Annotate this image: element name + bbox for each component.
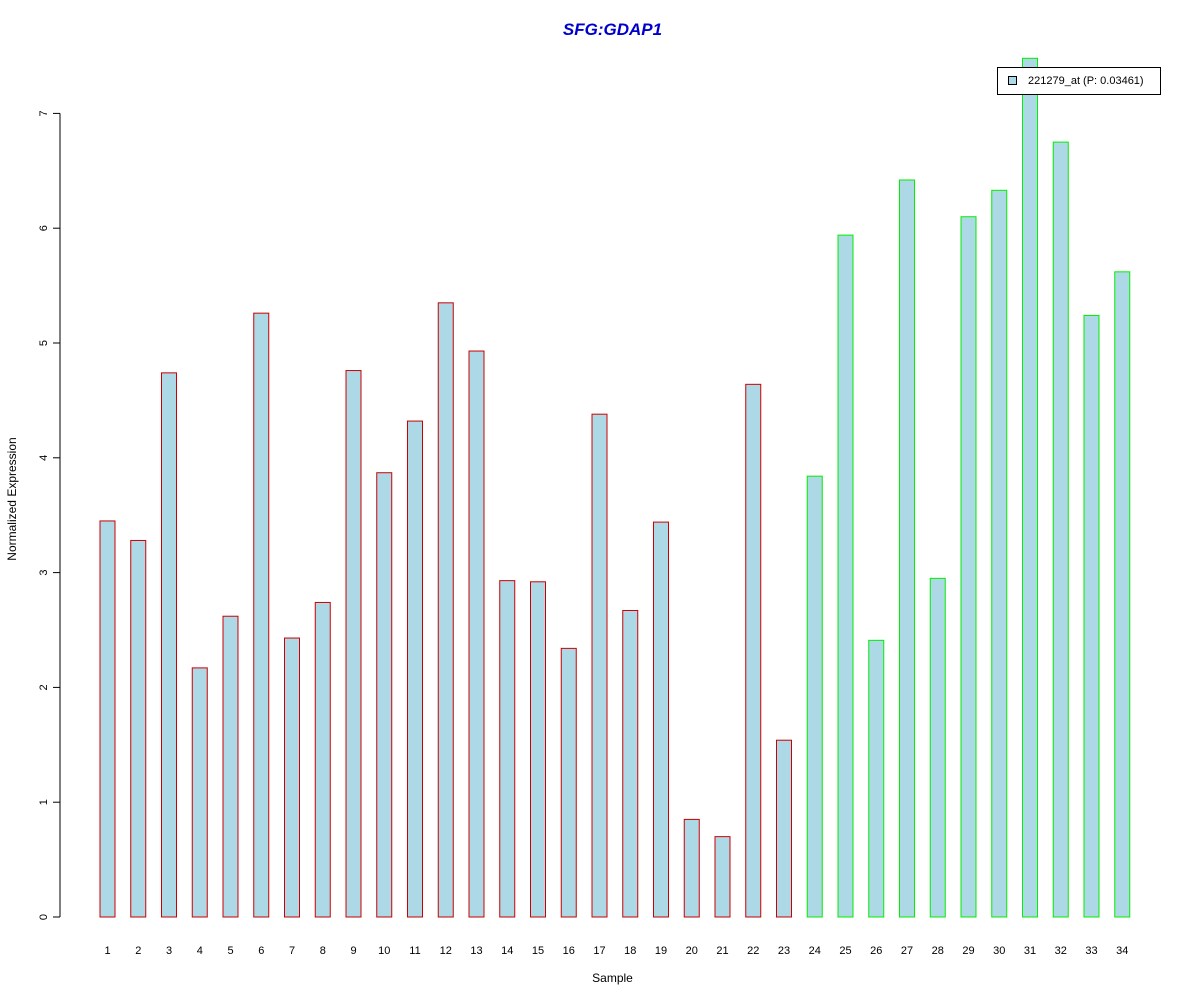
bar — [837, 234, 854, 918]
x-tick-label: 18 — [624, 945, 636, 957]
x-tick-label: 28 — [932, 945, 944, 957]
y-tick-label: 7 — [38, 110, 50, 116]
bar — [899, 179, 915, 918]
bar — [253, 312, 270, 918]
x-tick-label: 26 — [870, 945, 882, 957]
legend-swatch — [1008, 76, 1017, 85]
bar — [1052, 141, 1069, 918]
bar — [407, 420, 423, 918]
x-tick-label: 8 — [320, 945, 326, 957]
bar — [622, 609, 639, 918]
x-tick-label: 21 — [716, 945, 728, 957]
bar — [560, 647, 577, 918]
chart-title: SFG:GDAP1 — [562, 20, 663, 39]
y-tick-label: 4 — [38, 455, 50, 461]
bar — [591, 413, 608, 918]
x-tick-label: 31 — [1024, 945, 1036, 957]
x-tick-label: 3 — [166, 945, 172, 957]
x-tick-label: 24 — [809, 945, 821, 957]
x-axis-label: Sample — [592, 971, 633, 985]
bar — [130, 539, 147, 918]
bar — [161, 372, 177, 918]
bar — [222, 615, 239, 918]
x-tick-label: 23 — [778, 945, 790, 957]
x-tick-label: 30 — [993, 945, 1005, 957]
bar — [1083, 314, 1100, 918]
x-tick-label: 20 — [686, 945, 698, 957]
bar — [499, 580, 516, 918]
legend: 221279_at (P: 0.03461) — [997, 67, 1161, 95]
x-tick-label: 19 — [655, 945, 667, 957]
x-tick-label: 7 — [289, 945, 295, 957]
bar — [376, 472, 393, 918]
x-tick-label: 15 — [532, 945, 544, 957]
legend-entry: 221279_at (P: 0.03461) — [1028, 75, 1144, 87]
bar — [960, 216, 977, 918]
x-tick-label: 6 — [258, 945, 264, 957]
bar — [314, 601, 331, 918]
bar — [468, 350, 485, 918]
bar — [191, 667, 208, 918]
x-tick-label: 9 — [350, 945, 356, 957]
y-tick-label: 3 — [38, 570, 50, 576]
bar — [806, 475, 823, 918]
bar — [1114, 271, 1131, 918]
bar — [929, 577, 946, 918]
x-tick-label: 34 — [1116, 945, 1128, 957]
bar — [991, 189, 1008, 918]
x-tick-label: 1 — [104, 945, 110, 957]
bar — [683, 818, 700, 918]
x-tick-label: 29 — [962, 945, 974, 957]
x-tick-label: 16 — [563, 945, 575, 957]
bar — [653, 521, 669, 918]
x-tick-label: 12 — [440, 945, 452, 957]
y-axis-label: Normalized Expression — [5, 437, 19, 561]
y-tick-label: 6 — [38, 225, 50, 231]
x-tick-label: 32 — [1055, 945, 1067, 957]
x-tick-label: 10 — [378, 945, 390, 957]
x-tick-label: 11 — [409, 945, 420, 957]
bar — [530, 581, 546, 918]
x-tick-label: 33 — [1085, 945, 1097, 957]
x-tick-label: 27 — [901, 945, 913, 957]
x-tick-label: 17 — [593, 945, 605, 957]
y-tick-label: 5 — [38, 340, 50, 346]
bar — [284, 637, 300, 918]
x-tick-label: 5 — [227, 945, 233, 957]
y-tick-label: 2 — [38, 684, 50, 690]
bar — [345, 370, 362, 918]
bar — [437, 302, 454, 918]
bar — [99, 520, 116, 918]
bar — [714, 836, 731, 918]
x-tick-label: 4 — [197, 945, 203, 957]
x-tick-label: 2 — [135, 945, 141, 957]
x-tick-label: 25 — [839, 945, 851, 957]
x-tick-label: 14 — [501, 945, 513, 957]
x-tick-label: 22 — [747, 945, 759, 957]
bar — [868, 639, 885, 918]
x-tick-label: 13 — [470, 945, 482, 957]
y-tick-label: 0 — [38, 914, 50, 920]
bar — [745, 383, 762, 918]
y-tick-label: 1 — [38, 799, 50, 805]
bar — [776, 739, 792, 918]
bar — [1022, 57, 1038, 918]
